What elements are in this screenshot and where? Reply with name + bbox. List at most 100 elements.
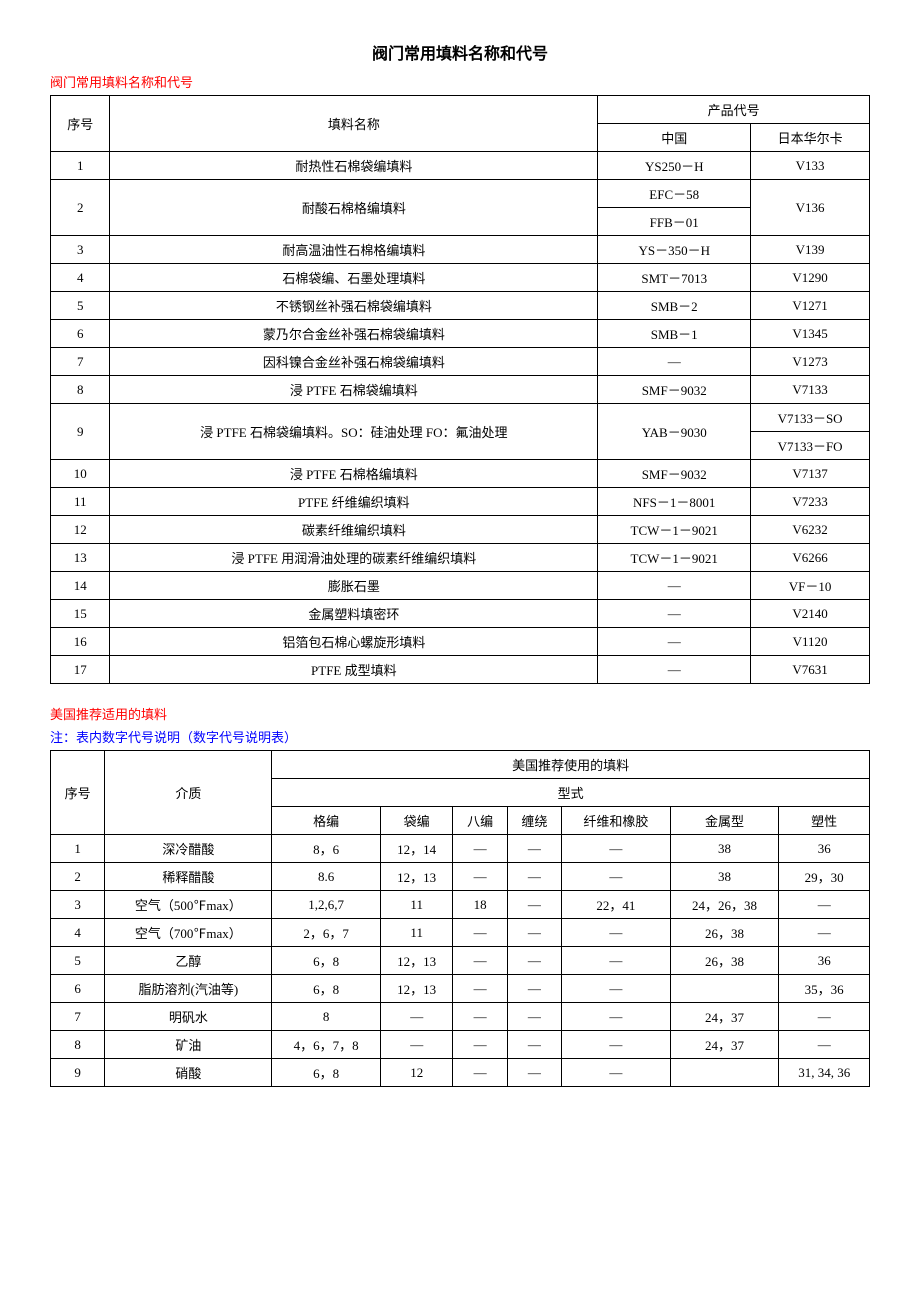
t2-chanrao: — [507, 1003, 561, 1031]
t2-jinshu [670, 975, 779, 1003]
t2-seq: 5 [51, 947, 105, 975]
t1-seq: 6 [51, 320, 110, 348]
t1-seq: 10 [51, 460, 110, 488]
t2-suxing: — [779, 891, 870, 919]
t2-h-babian: 八编 [453, 807, 507, 835]
t1-name: PTFE 纤维编织填料 [110, 488, 598, 516]
t2-gebian: 2，6，7 [272, 919, 381, 947]
t2-h-medium: 介质 [105, 751, 272, 835]
t2-babian: 18 [453, 891, 507, 919]
t1-china: EFC－58 [598, 180, 751, 208]
t1-japan: V1271 [751, 292, 870, 320]
t2-babian: — [453, 863, 507, 891]
t1-japan: V1273 [751, 348, 870, 376]
t1-china: SMF－9032 [598, 376, 751, 404]
t2-daibian: 12，13 [380, 863, 452, 891]
t2-seq: 7 [51, 1003, 105, 1031]
t1-seq: 11 [51, 488, 110, 516]
t1-seq: 15 [51, 600, 110, 628]
t2-gebian: 8，6 [272, 835, 381, 863]
t2-medium: 空气（700℉max） [105, 919, 272, 947]
t1-china: SMT－7013 [598, 264, 751, 292]
t1-china: SMB－1 [598, 320, 751, 348]
t1-seq: 3 [51, 236, 110, 264]
table2: 序号介质美国推荐使用的填料型式格编袋编八编缠绕纤维和橡胶金属型塑性1深冷醋酸8，… [50, 750, 870, 1087]
t2-seq: 2 [51, 863, 105, 891]
t2-seq: 4 [51, 919, 105, 947]
t2-xianwei: — [562, 975, 671, 1003]
t1-seq: 2 [51, 180, 110, 236]
t2-xianwei: 22，41 [562, 891, 671, 919]
t2-h-seq: 序号 [51, 751, 105, 835]
t2-xianwei: — [562, 1003, 671, 1031]
t2-gebian: 6，8 [272, 947, 381, 975]
t2-jinshu [670, 1059, 779, 1087]
t2-seq: 3 [51, 891, 105, 919]
t1-china: TCW－1－9021 [598, 544, 751, 572]
t1-japan: V6266 [751, 544, 870, 572]
t2-medium: 硝酸 [105, 1059, 272, 1087]
t2-medium: 稀释醋酸 [105, 863, 272, 891]
t2-daibian: — [380, 1031, 452, 1059]
t2-h-chanrao: 缠绕 [507, 807, 561, 835]
t1-japan: V139 [751, 236, 870, 264]
t1-seq: 16 [51, 628, 110, 656]
t2-suxing: 36 [779, 947, 870, 975]
t1-china: YS－350－H [598, 236, 751, 264]
t2-medium: 明矾水 [105, 1003, 272, 1031]
t2-suxing: — [779, 919, 870, 947]
t2-suxing: 35，36 [779, 975, 870, 1003]
t2-babian: — [453, 975, 507, 1003]
t2-xianwei: — [562, 919, 671, 947]
t2-jinshu: 38 [670, 835, 779, 863]
t2-h-daibian: 袋编 [380, 807, 452, 835]
t2-jinshu: 24，37 [670, 1031, 779, 1059]
t2-jinshu: 38 [670, 863, 779, 891]
t2-daibian: 12，13 [380, 975, 452, 1003]
t2-xianwei: — [562, 863, 671, 891]
t2-h-gebian: 格编 [272, 807, 381, 835]
t2-babian: — [453, 1059, 507, 1087]
t1-seq: 14 [51, 572, 110, 600]
t2-gebian: 8.6 [272, 863, 381, 891]
t1-japan: V7133 [751, 376, 870, 404]
t2-jinshu: 26，38 [670, 947, 779, 975]
t1-name: 膨胀石墨 [110, 572, 598, 600]
t2-medium: 脂肪溶剂(汽油等) [105, 975, 272, 1003]
t1-seq: 17 [51, 656, 110, 684]
t2-seq: 9 [51, 1059, 105, 1087]
t1-japan: V7133－SO [751, 404, 870, 432]
t1-seq: 4 [51, 264, 110, 292]
t2-jinshu: 26，38 [670, 919, 779, 947]
t2-babian: — [453, 919, 507, 947]
t2-chanrao: — [507, 863, 561, 891]
t2-daibian: 12 [380, 1059, 452, 1087]
t2-gebian: 1,2,6,7 [272, 891, 381, 919]
t1-h-name: 填料名称 [110, 96, 598, 152]
t2-suxing: 31, 34, 36 [779, 1059, 870, 1087]
t2-h-jinshu: 金属型 [670, 807, 779, 835]
t2-chanrao: — [507, 975, 561, 1003]
t1-name: 不锈钢丝补强石棉袋编填料 [110, 292, 598, 320]
t2-xianwei: — [562, 947, 671, 975]
t1-name: 浸 PTFE 石棉格编填料 [110, 460, 598, 488]
t2-medium: 矿油 [105, 1031, 272, 1059]
t2-suxing: — [779, 1031, 870, 1059]
t2-suxing: 36 [779, 835, 870, 863]
t1-japan: V2140 [751, 600, 870, 628]
t1-japan: V1120 [751, 628, 870, 656]
t2-h-type: 型式 [272, 779, 870, 807]
t2-seq: 1 [51, 835, 105, 863]
t2-jinshu: 24，37 [670, 1003, 779, 1031]
t1-seq: 12 [51, 516, 110, 544]
t1-name: 因科镍合金丝补强石棉袋编填料 [110, 348, 598, 376]
table2-caption: 美国推荐适用的填料 [50, 704, 870, 723]
t2-babian: — [453, 835, 507, 863]
t1-china: — [598, 628, 751, 656]
t1-japan: V6232 [751, 516, 870, 544]
t1-name: 浸 PTFE 石棉袋编填料。SO：硅油处理 FO：氟油处理 [110, 404, 598, 460]
t2-daibian: — [380, 1003, 452, 1031]
t1-china: NFS－1－8001 [598, 488, 751, 516]
t1-china: YS250－H [598, 152, 751, 180]
t1-seq: 7 [51, 348, 110, 376]
